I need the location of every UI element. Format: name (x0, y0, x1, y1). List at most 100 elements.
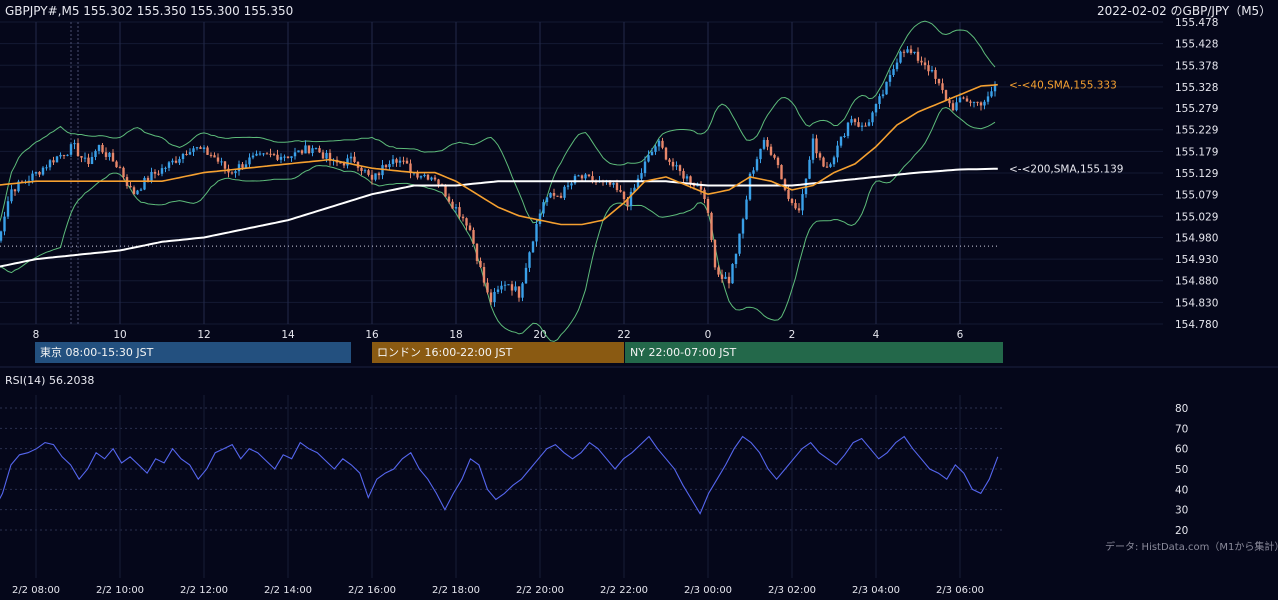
candle-body (822, 157, 825, 167)
price-tick-label: 155.478 (1175, 17, 1218, 29)
candle-body (619, 190, 622, 192)
candle-body (801, 194, 804, 211)
candle-body (769, 146, 773, 155)
chart-title: 2022-02-02 のGBP/JPY（M5） (1097, 4, 1272, 18)
candle-body (899, 51, 902, 63)
price-tick-label: 155.129 (1175, 168, 1218, 180)
rsi-tick-label: 60 (1175, 444, 1188, 456)
candle-body (6, 201, 10, 217)
candle-body (563, 186, 566, 198)
candle-body (906, 49, 909, 53)
candle-body (545, 197, 549, 203)
rsi-x-tick-label: 2/3 00:00 (684, 585, 732, 596)
price-x-tick-label: 2 (789, 329, 796, 341)
candle-body (146, 177, 150, 181)
candle-body (510, 284, 514, 291)
candle-body (538, 213, 542, 225)
candle-body (629, 191, 633, 207)
candle-body (423, 174, 426, 177)
candle-body (664, 147, 668, 160)
candle-body (927, 65, 930, 72)
candle-body (566, 185, 570, 187)
candle-body (780, 165, 783, 180)
candle-body (255, 153, 258, 156)
ny-session-bar: NY 22:00-07:00 JST (625, 342, 1003, 363)
candle-body (465, 218, 468, 226)
candle-body (773, 154, 776, 158)
candle-body (293, 152, 297, 157)
candle-body (118, 167, 122, 169)
candle-body (181, 154, 185, 160)
candle-body (881, 94, 885, 97)
candle-body (325, 152, 328, 159)
candle-body (167, 162, 171, 168)
rsi-x-tick-label: 2/3 04:00 (852, 585, 900, 596)
candle-body (643, 161, 647, 174)
candle-body (752, 170, 755, 174)
price-x-tick-label: 22 (617, 329, 630, 341)
candle-body (265, 153, 269, 155)
candle-body (689, 176, 692, 184)
candle-body (969, 101, 972, 103)
candle-body (895, 62, 899, 70)
rsi-tick-label: 20 (1175, 525, 1188, 537)
candle-body (234, 171, 237, 174)
candle-body (552, 193, 556, 196)
candle-body (612, 183, 615, 185)
candle-body (458, 207, 461, 217)
candle-body (776, 157, 780, 166)
candle-body (52, 160, 55, 163)
candle-body (748, 173, 752, 200)
rsi-tick-label: 80 (1175, 403, 1188, 415)
candle-body (391, 159, 395, 164)
candle-body (524, 267, 528, 284)
price-tick-label: 154.980 (1175, 232, 1218, 244)
price-tick-label: 155.428 (1175, 39, 1218, 51)
candle-body (419, 176, 423, 178)
candle-body (230, 172, 234, 174)
candle-body (409, 163, 412, 174)
candle-body (157, 173, 160, 175)
price-x-tick-label: 4 (873, 329, 880, 341)
candle-body (948, 100, 951, 104)
price-tick-label: 155.328 (1175, 82, 1218, 94)
candle-body (80, 155, 83, 158)
candle-body (164, 167, 167, 169)
candle-body (346, 158, 349, 166)
candle-body (489, 292, 493, 303)
candle-body (290, 156, 293, 158)
price-tick-label: 155.378 (1175, 60, 1218, 72)
candle-body (521, 283, 524, 298)
candle-body (195, 147, 199, 149)
candle-body (486, 282, 489, 293)
candle-body (244, 164, 248, 168)
candle-body (710, 212, 713, 240)
candle-body (136, 190, 139, 195)
price-x-tick-label: 0 (705, 329, 712, 341)
candle-body (951, 103, 955, 111)
candle-body (570, 183, 573, 186)
candle-body (741, 219, 745, 234)
candle-body (374, 173, 377, 180)
rsi-line (0, 435, 999, 515)
candle-body (860, 125, 864, 127)
candle-body (45, 167, 48, 169)
candle-body (426, 174, 430, 180)
candle-body (913, 51, 916, 53)
rsi-tick-label: 70 (1175, 423, 1188, 435)
price-x-tick-label: 14 (281, 329, 295, 341)
candle-body (262, 153, 265, 155)
candle-body (972, 101, 976, 103)
candle-body (115, 161, 118, 168)
price-tick-label: 154.830 (1175, 297, 1218, 309)
sma40-line (0, 83, 998, 226)
rsi-tick-label: 30 (1175, 505, 1188, 517)
candle-body (577, 175, 580, 177)
candle-body (38, 171, 41, 175)
source-note: データ: HistData.com（M1から集計） (1105, 542, 1278, 553)
candle-body (818, 153, 822, 158)
candle-body (559, 195, 563, 198)
candle-body (993, 84, 997, 92)
candle-body (405, 160, 409, 164)
candle-body (94, 150, 97, 157)
